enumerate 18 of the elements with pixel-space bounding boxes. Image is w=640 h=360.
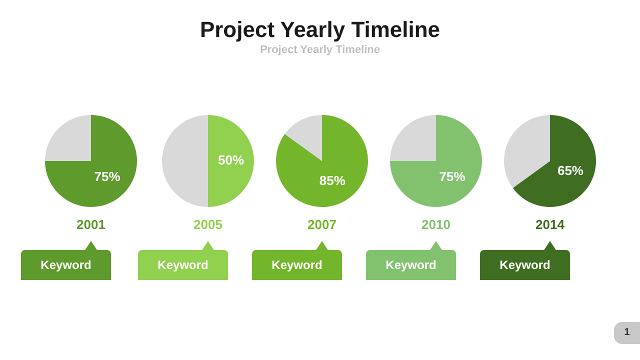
text: 1 — [614, 322, 640, 344]
text: 2001 — [76, 217, 106, 232]
text: 2010 — [420, 217, 452, 232]
text: Project Yearly Timeline — [198, 17, 442, 43]
text: Keyword — [138, 250, 228, 280]
text: 2014 — [534, 217, 566, 232]
text: 2005 — [192, 217, 224, 232]
text: Keyword — [366, 250, 456, 280]
text: Project Yearly Timeline — [258, 44, 382, 56]
data-label: 75% — [439, 168, 466, 184]
data-label: 50% — [218, 152, 244, 168]
text: Keyword — [21, 250, 111, 280]
data-label: 85% — [319, 173, 346, 188]
text: 2007 — [306, 217, 338, 232]
text: Keyword — [480, 250, 570, 280]
data-label: 65% — [557, 163, 584, 178]
text: Keyword — [252, 250, 342, 280]
data-label: 75% — [94, 168, 121, 184]
